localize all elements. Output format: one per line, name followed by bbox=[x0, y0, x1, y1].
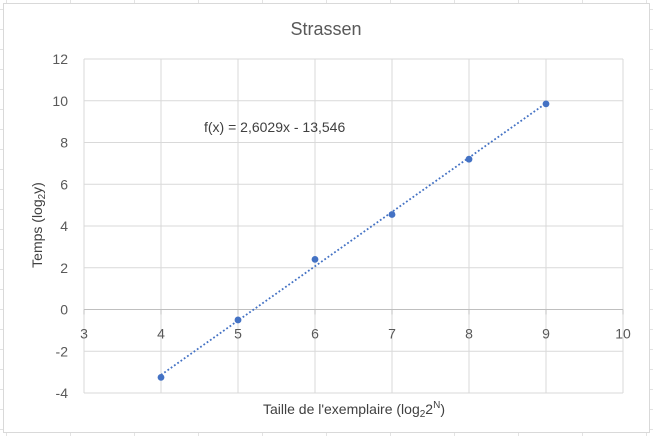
data-point[interactable] bbox=[388, 211, 396, 218]
y-tick-label: 8 bbox=[60, 135, 68, 151]
x-tick-label: 7 bbox=[388, 326, 396, 342]
chart-title: Strassen bbox=[290, 19, 361, 39]
y-tick-label: 6 bbox=[60, 176, 68, 192]
chart-area[interactable] bbox=[3, 3, 650, 433]
data-point[interactable] bbox=[157, 373, 165, 381]
x-axis-label-base: Taille de l'exemplaire (log bbox=[263, 401, 420, 417]
x-tick-labels: 3 4 5 6 7 8 9 10 bbox=[80, 326, 631, 342]
x-tick-label: 6 bbox=[311, 326, 319, 342]
y-axis-label-sub: 2 bbox=[37, 193, 48, 199]
x-axis-label-mid: 2 bbox=[425, 401, 433, 417]
data-points bbox=[157, 100, 550, 381]
y-axis-label: Temps (log2y) bbox=[29, 182, 48, 268]
x-tick-label: 4 bbox=[157, 326, 165, 342]
y-tick-label: -2 bbox=[56, 343, 69, 359]
y-tick-label: 0 bbox=[60, 302, 68, 318]
y-axis-label-end: y) bbox=[29, 182, 45, 194]
data-point[interactable] bbox=[311, 256, 319, 263]
x-axis-label: Taille de l'exemplaire (log22N) bbox=[263, 400, 445, 420]
data-point[interactable] bbox=[234, 316, 242, 324]
x-tick-label: 8 bbox=[465, 326, 473, 342]
data-point[interactable] bbox=[465, 155, 473, 163]
axes bbox=[83, 309, 624, 315]
x-tick-label: 10 bbox=[615, 326, 631, 342]
x-axis-label-end: ) bbox=[440, 401, 445, 417]
y-tick-label: -4 bbox=[56, 385, 69, 401]
y-tick-label: 4 bbox=[60, 218, 68, 234]
trendline-group bbox=[160, 102, 547, 376]
x-tick-label: 5 bbox=[234, 326, 242, 342]
y-axis-label-base: Temps (log bbox=[29, 199, 45, 267]
y-tick-label: 12 bbox=[52, 51, 68, 67]
data-point[interactable] bbox=[542, 100, 550, 108]
x-tick-label: 3 bbox=[80, 326, 88, 342]
trendline-equation: f(x) = 2,6029x - 13,546 bbox=[204, 119, 345, 135]
gridlines bbox=[83, 58, 624, 394]
x-axis-label-sup: N bbox=[433, 400, 440, 411]
x-tick-label: 9 bbox=[542, 326, 550, 342]
trendline bbox=[160, 102, 547, 376]
y-tick-labels: -4 -2 0 2 4 6 8 10 12 bbox=[52, 51, 68, 401]
x-axis-label-sub: 2 bbox=[420, 409, 426, 420]
y-tick-label: 2 bbox=[60, 260, 68, 276]
y-tick-label: 10 bbox=[52, 93, 68, 109]
